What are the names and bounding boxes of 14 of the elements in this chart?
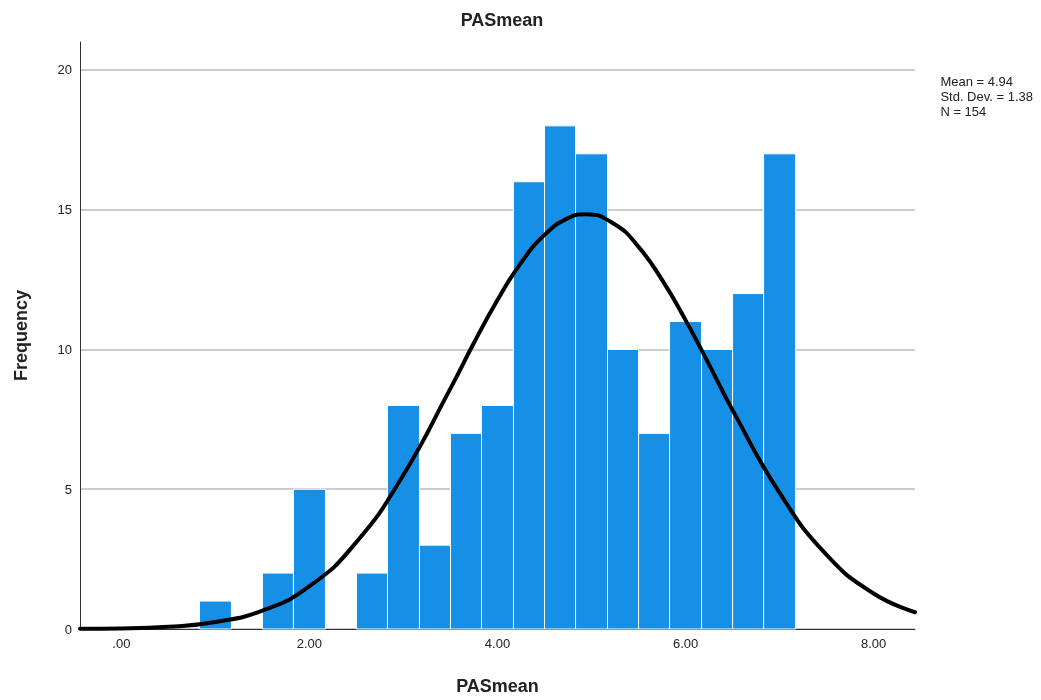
y-tick-label: 5: [64, 481, 72, 497]
text: Mean = 4.94 Std. Dev. = 1.38 N = 154: [940, 74, 1034, 119]
y-tick-label: 10: [57, 341, 72, 357]
x-axis-title: PASmean: [456, 676, 539, 696]
y-tick-label: 0: [64, 621, 72, 637]
x-tick-label: 8.00: [860, 636, 887, 651]
x-tick-label: 4.00: [484, 636, 511, 651]
y-axis-title: Frequency: [11, 289, 31, 382]
y-tick-label: 20: [57, 62, 72, 78]
y-tick-label: 15: [57, 202, 72, 218]
x-tick-label: 2.00: [296, 636, 323, 651]
x-tick-label: 6.00: [672, 636, 699, 651]
x-tick-label: .00: [112, 636, 131, 651]
chart-title: PASmean: [460, 10, 544, 30]
